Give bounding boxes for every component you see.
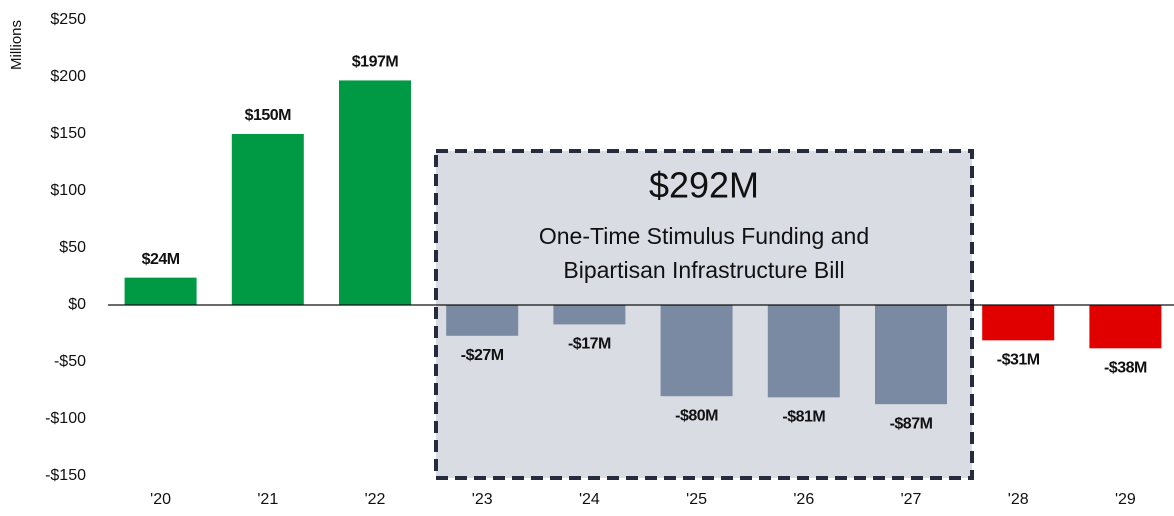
y-tick-label: $0 xyxy=(68,296,86,313)
x-tick-label: '23 xyxy=(472,491,493,508)
x-tick-label: '27 xyxy=(901,491,922,508)
y-tick-label: $50 xyxy=(59,239,86,256)
value-label: $197M xyxy=(352,54,399,71)
x-tick-label: '21 xyxy=(257,491,278,508)
x-tick-label: '22 xyxy=(365,491,386,508)
value-label: -$87M xyxy=(890,415,933,432)
annotation-total: $292M xyxy=(649,165,759,206)
y-axis-label: Millions xyxy=(8,20,25,70)
value-label: -$38M xyxy=(1104,360,1147,377)
value-label: -$81M xyxy=(782,409,825,426)
x-tick-label: '29 xyxy=(1115,491,1136,508)
x-tick-label: '24 xyxy=(579,491,600,508)
bar xyxy=(660,305,733,397)
value-label: -$17M xyxy=(568,336,611,353)
x-tick-label: '25 xyxy=(686,491,707,508)
bar xyxy=(767,305,840,398)
x-tick-label: '28 xyxy=(1008,491,1029,508)
y-tick-label: -$100 xyxy=(45,410,86,427)
value-label: -$27M xyxy=(461,347,504,364)
y-tick-label: -$50 xyxy=(54,353,86,370)
bar xyxy=(231,134,304,305)
value-label: -$80M xyxy=(675,407,718,424)
annotation-text: Bipartisan Infrastructure Bill xyxy=(563,257,844,283)
y-tick-label: $250 xyxy=(50,11,86,28)
bar xyxy=(875,305,947,405)
bar xyxy=(553,305,626,325)
bar xyxy=(982,305,1055,341)
value-label: $24M xyxy=(142,251,180,268)
annotation-text: One-Time Stimulus Funding and xyxy=(539,223,869,249)
y-tick-label: $100 xyxy=(50,182,86,199)
bar xyxy=(446,305,519,336)
x-tick-label: '20 xyxy=(150,491,171,508)
y-tick-label: -$150 xyxy=(45,467,86,484)
bar xyxy=(339,80,411,305)
value-label: $150M xyxy=(245,107,292,124)
value-label: -$31M xyxy=(997,352,1040,369)
x-tick-label: '26 xyxy=(793,491,814,508)
y-tick-label: $200 xyxy=(50,68,86,85)
y-tick-label: $150 xyxy=(50,125,86,142)
bar xyxy=(124,277,197,305)
bar xyxy=(1089,305,1162,349)
